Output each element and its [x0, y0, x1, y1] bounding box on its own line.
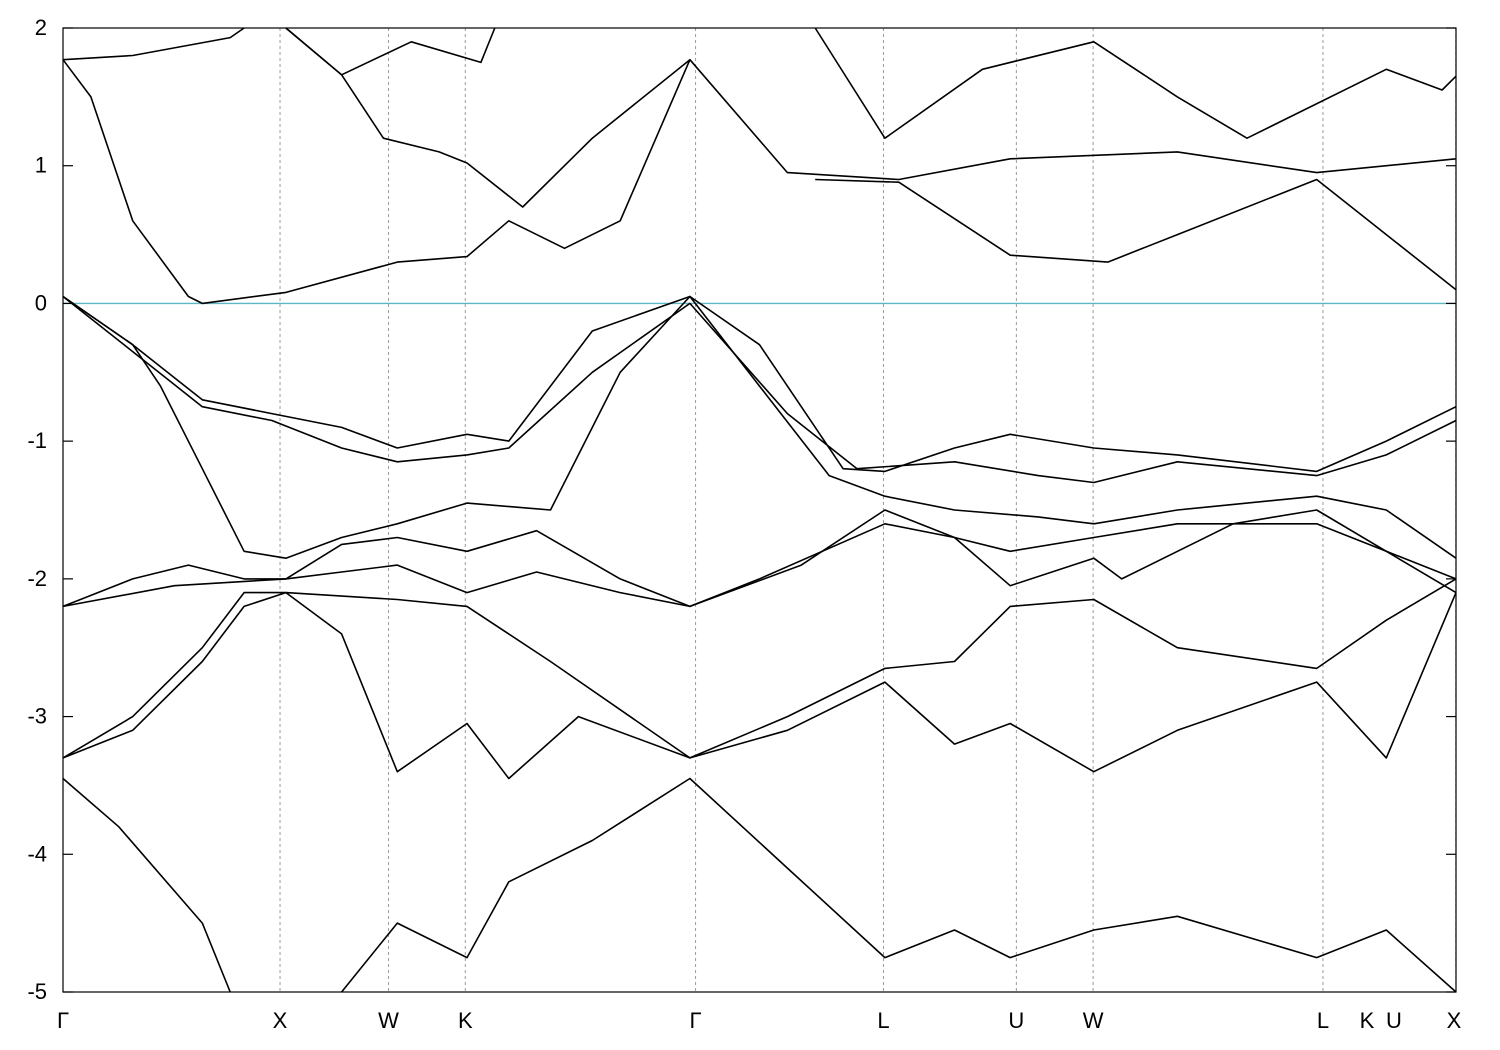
- x-tick-label: W: [378, 1008, 399, 1033]
- band-line-13: [62, 777, 231, 993]
- x-tick-label: K: [1360, 1008, 1375, 1033]
- bands: [62, 27, 1457, 993]
- band-line-10: [62, 509, 1457, 608]
- band-line-7: [62, 295, 1457, 484]
- x-tick-label: X: [1447, 1008, 1462, 1033]
- band-line-5: [815, 178, 1457, 291]
- band-line-0: [62, 27, 245, 61]
- band-line-14: [340, 777, 1457, 993]
- x-tick-label: W: [1083, 1008, 1104, 1033]
- band-line-3: [62, 59, 691, 305]
- y-tick-label: -3: [27, 704, 47, 729]
- band-line-2: [285, 27, 1457, 208]
- y-tick-label: 2: [35, 15, 47, 40]
- y-tick-label: -2: [27, 566, 47, 591]
- band-line-12: [62, 591, 1457, 780]
- y-axis: 2 1 0 -1 -2 -3 -4 -5: [27, 15, 1456, 1004]
- x-tick-label: K: [458, 1008, 473, 1033]
- y-tick-label: -1: [27, 428, 47, 453]
- x-tick-label: Γ: [689, 1008, 701, 1033]
- band-line-1: [285, 27, 496, 76]
- band-line-6: [62, 295, 1457, 473]
- x-tick-label: X: [273, 1008, 288, 1033]
- x-tick-label: U: [1386, 1008, 1402, 1033]
- kpoint-lines: [279, 28, 1457, 992]
- x-tick-label: U: [1008, 1008, 1024, 1033]
- x-tick-label: L: [877, 1008, 889, 1033]
- band-line-8: [62, 295, 1457, 560]
- band-line-11: [62, 578, 1457, 759]
- band-line-9: [62, 522, 1457, 608]
- y-tick-label: 0: [35, 290, 47, 315]
- x-tick-label: Γ: [57, 1008, 69, 1033]
- y-tick-label: 1: [35, 153, 47, 178]
- y-tick-label: -4: [27, 841, 47, 866]
- x-tick-label: L: [1317, 1008, 1329, 1033]
- y-tick-label: -5: [27, 979, 47, 1004]
- plot-frame: [62, 27, 1457, 993]
- band-line-4: [814, 27, 1457, 139]
